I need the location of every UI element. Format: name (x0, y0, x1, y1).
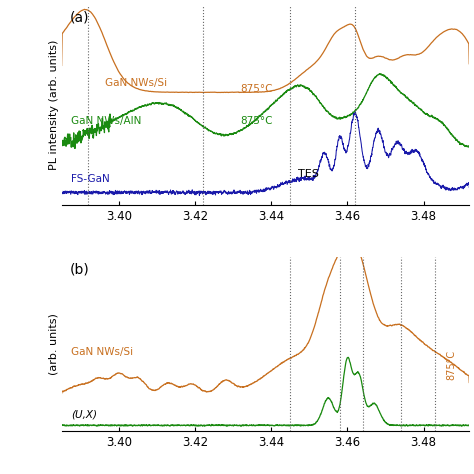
Text: FS-GaN: FS-GaN (71, 173, 110, 183)
Text: (U,X): (U,X) (71, 409, 97, 419)
Text: (b): (b) (70, 263, 90, 276)
Text: 875°C: 875°C (447, 350, 456, 380)
Text: 875°C: 875°C (241, 116, 273, 126)
Text: 875°C: 875°C (241, 84, 273, 94)
Text: GaN NWs/Si: GaN NWs/Si (71, 347, 133, 357)
Text: GaN NWs/Si: GaN NWs/Si (105, 79, 167, 89)
Text: TES: TES (298, 169, 319, 179)
Y-axis label: (arb. units): (arb. units) (49, 313, 59, 375)
Y-axis label: PL intensity (arb. units): PL intensity (arb. units) (49, 40, 59, 170)
Text: (a): (a) (70, 11, 89, 25)
Text: GaN NWs/AlN: GaN NWs/AlN (71, 116, 142, 126)
